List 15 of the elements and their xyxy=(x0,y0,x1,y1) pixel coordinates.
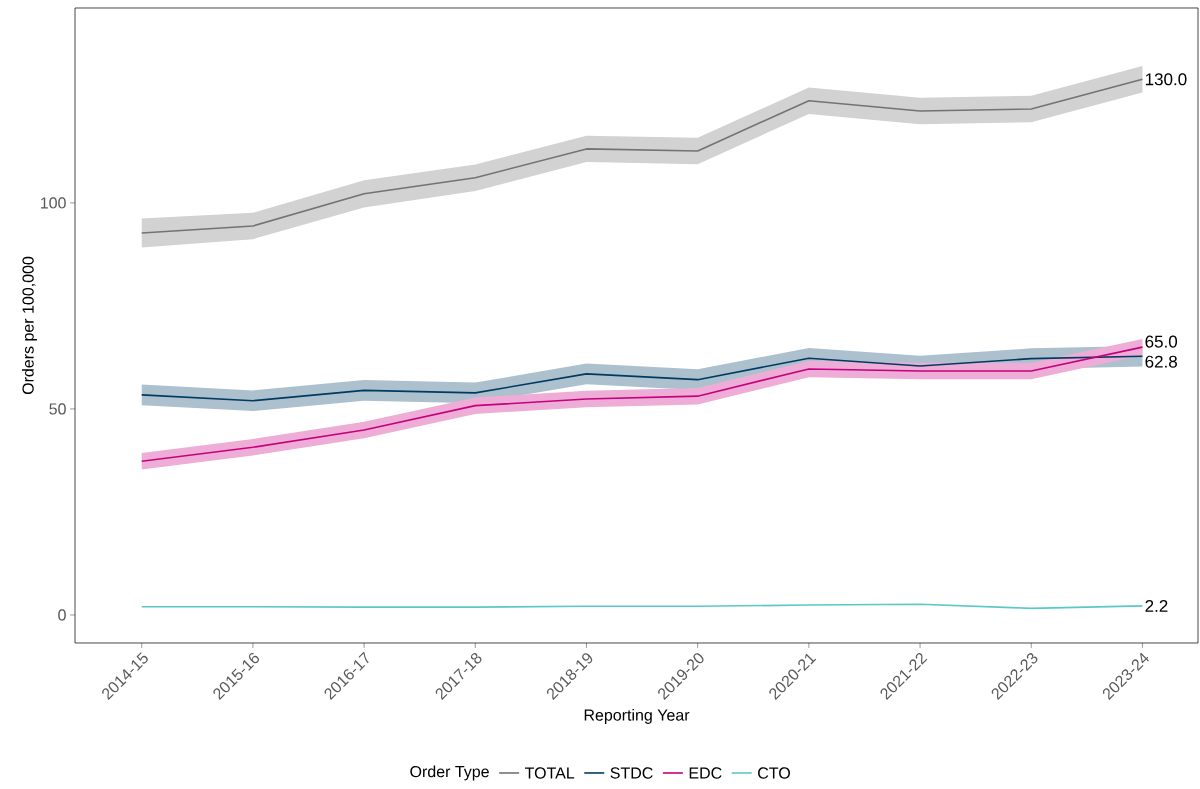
data-label: 65.0 xyxy=(1145,335,1178,348)
y-tick-label: 100 xyxy=(41,197,66,209)
legend-title: Order Type xyxy=(410,765,489,781)
line-series xyxy=(140,355,1144,402)
legend-label: EDC xyxy=(689,767,722,779)
data-label: 62.8 xyxy=(1145,355,1177,368)
legend-label: TOTAL xyxy=(525,767,575,779)
y-tick-label: 50 xyxy=(49,403,66,415)
data-label: 130.0 xyxy=(1145,73,1187,86)
legend-label: STDC xyxy=(610,767,653,779)
legend-label: CTO xyxy=(758,767,790,779)
x-axis-title: Reporting Year xyxy=(584,708,690,724)
data-label: 2.2 xyxy=(1145,599,1168,612)
y-tick-label: 0 xyxy=(58,609,66,621)
y-axis-title: Orders per 100,000 xyxy=(22,256,37,395)
